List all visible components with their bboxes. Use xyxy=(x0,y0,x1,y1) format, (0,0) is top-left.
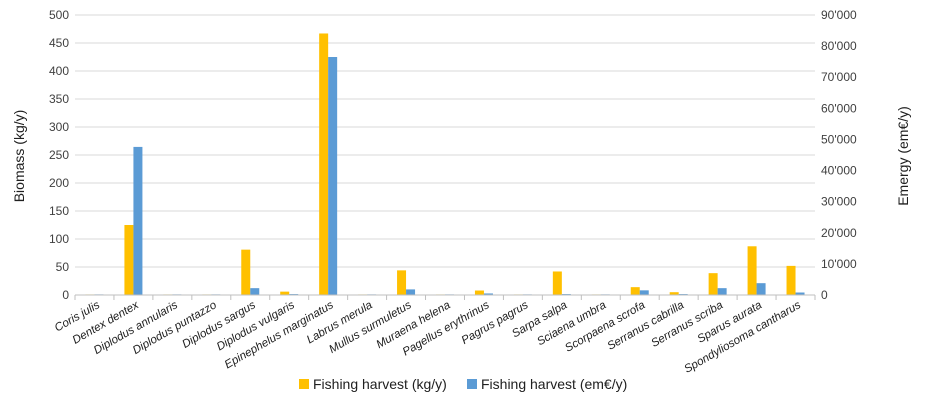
legend-label-emergy: Fishing harvest (em€/y) xyxy=(481,376,627,392)
y-tick-label-right: 0 xyxy=(821,288,828,302)
bar-emergy xyxy=(406,289,416,295)
bar-kg xyxy=(669,292,679,295)
bar-kg xyxy=(124,225,134,295)
bar-kg xyxy=(630,287,640,295)
y-tick-label-left: 350 xyxy=(49,92,69,106)
axes xyxy=(74,294,816,300)
y-tick-label-left: 250 xyxy=(49,148,69,162)
legend-swatch-kg xyxy=(299,379,309,389)
y-tick-label-left: 50 xyxy=(56,260,70,274)
y-tick-label-left: 200 xyxy=(49,176,69,190)
y-tick-label-left: 400 xyxy=(49,64,69,78)
y-tick-label-right: 80'000 xyxy=(821,39,857,53)
y-tick-label-right: 40'000 xyxy=(821,164,857,178)
bar-emergy xyxy=(250,288,260,295)
y-tick-label-right: 50'000 xyxy=(821,132,857,146)
bar-emergy xyxy=(328,57,338,295)
bar-kg xyxy=(786,265,796,295)
y-tick-label-left: 100 xyxy=(49,232,69,246)
bar-kg xyxy=(552,271,562,295)
gridlines xyxy=(75,14,815,268)
bars xyxy=(85,33,805,296)
bar-emergy xyxy=(639,290,649,295)
y-tick-label-left: 150 xyxy=(49,204,69,218)
bar-kg xyxy=(474,290,484,295)
y-tick-label-right: 10'000 xyxy=(821,257,857,271)
y-axis-title-left: Biomass (kg/y) xyxy=(11,110,27,203)
legend-swatch-emergy xyxy=(467,379,477,389)
right-tick-labels: 0 10'000 20'000 30'000 40'000 50'000 60'000 70'… xyxy=(821,8,857,302)
y-tick-label-left: 450 xyxy=(49,36,69,50)
bar-kg xyxy=(397,270,407,295)
y-tick-label-left: 300 xyxy=(49,120,69,134)
y-tick-label-left: 0 xyxy=(62,288,69,302)
category-label: Pagrus pagrus xyxy=(460,299,531,347)
y-tick-label-right: 90'000 xyxy=(821,8,857,22)
y-tick-label-right: 60'000 xyxy=(821,101,857,115)
y-tick-label-right: 20'000 xyxy=(821,226,857,240)
bar-emergy xyxy=(795,292,805,295)
y-tick-label-left: 500 xyxy=(49,8,69,22)
bar-kg xyxy=(319,33,329,295)
bar-emergy xyxy=(133,146,143,295)
bar-kg xyxy=(747,246,757,295)
bar-emergy xyxy=(717,288,727,295)
bar-emergy xyxy=(483,293,493,295)
y-tick-label-right: 70'000 xyxy=(821,70,857,84)
bar-kg xyxy=(280,291,290,295)
bar-kg xyxy=(708,273,718,295)
bar-emergy xyxy=(756,283,766,295)
left-tick-labels: 0 50 100 150 200 250 300 350 400 450 500 xyxy=(49,8,69,302)
legend: Fishing harvest (kg/y) Fishing harvest (… xyxy=(299,376,627,392)
bar-kg xyxy=(241,249,251,295)
y-axis-title-right: Emergy (em€/y) xyxy=(895,106,911,206)
y-tick-label-right: 30'000 xyxy=(821,195,857,209)
legend-label-kg: Fishing harvest (kg/y) xyxy=(313,376,447,392)
